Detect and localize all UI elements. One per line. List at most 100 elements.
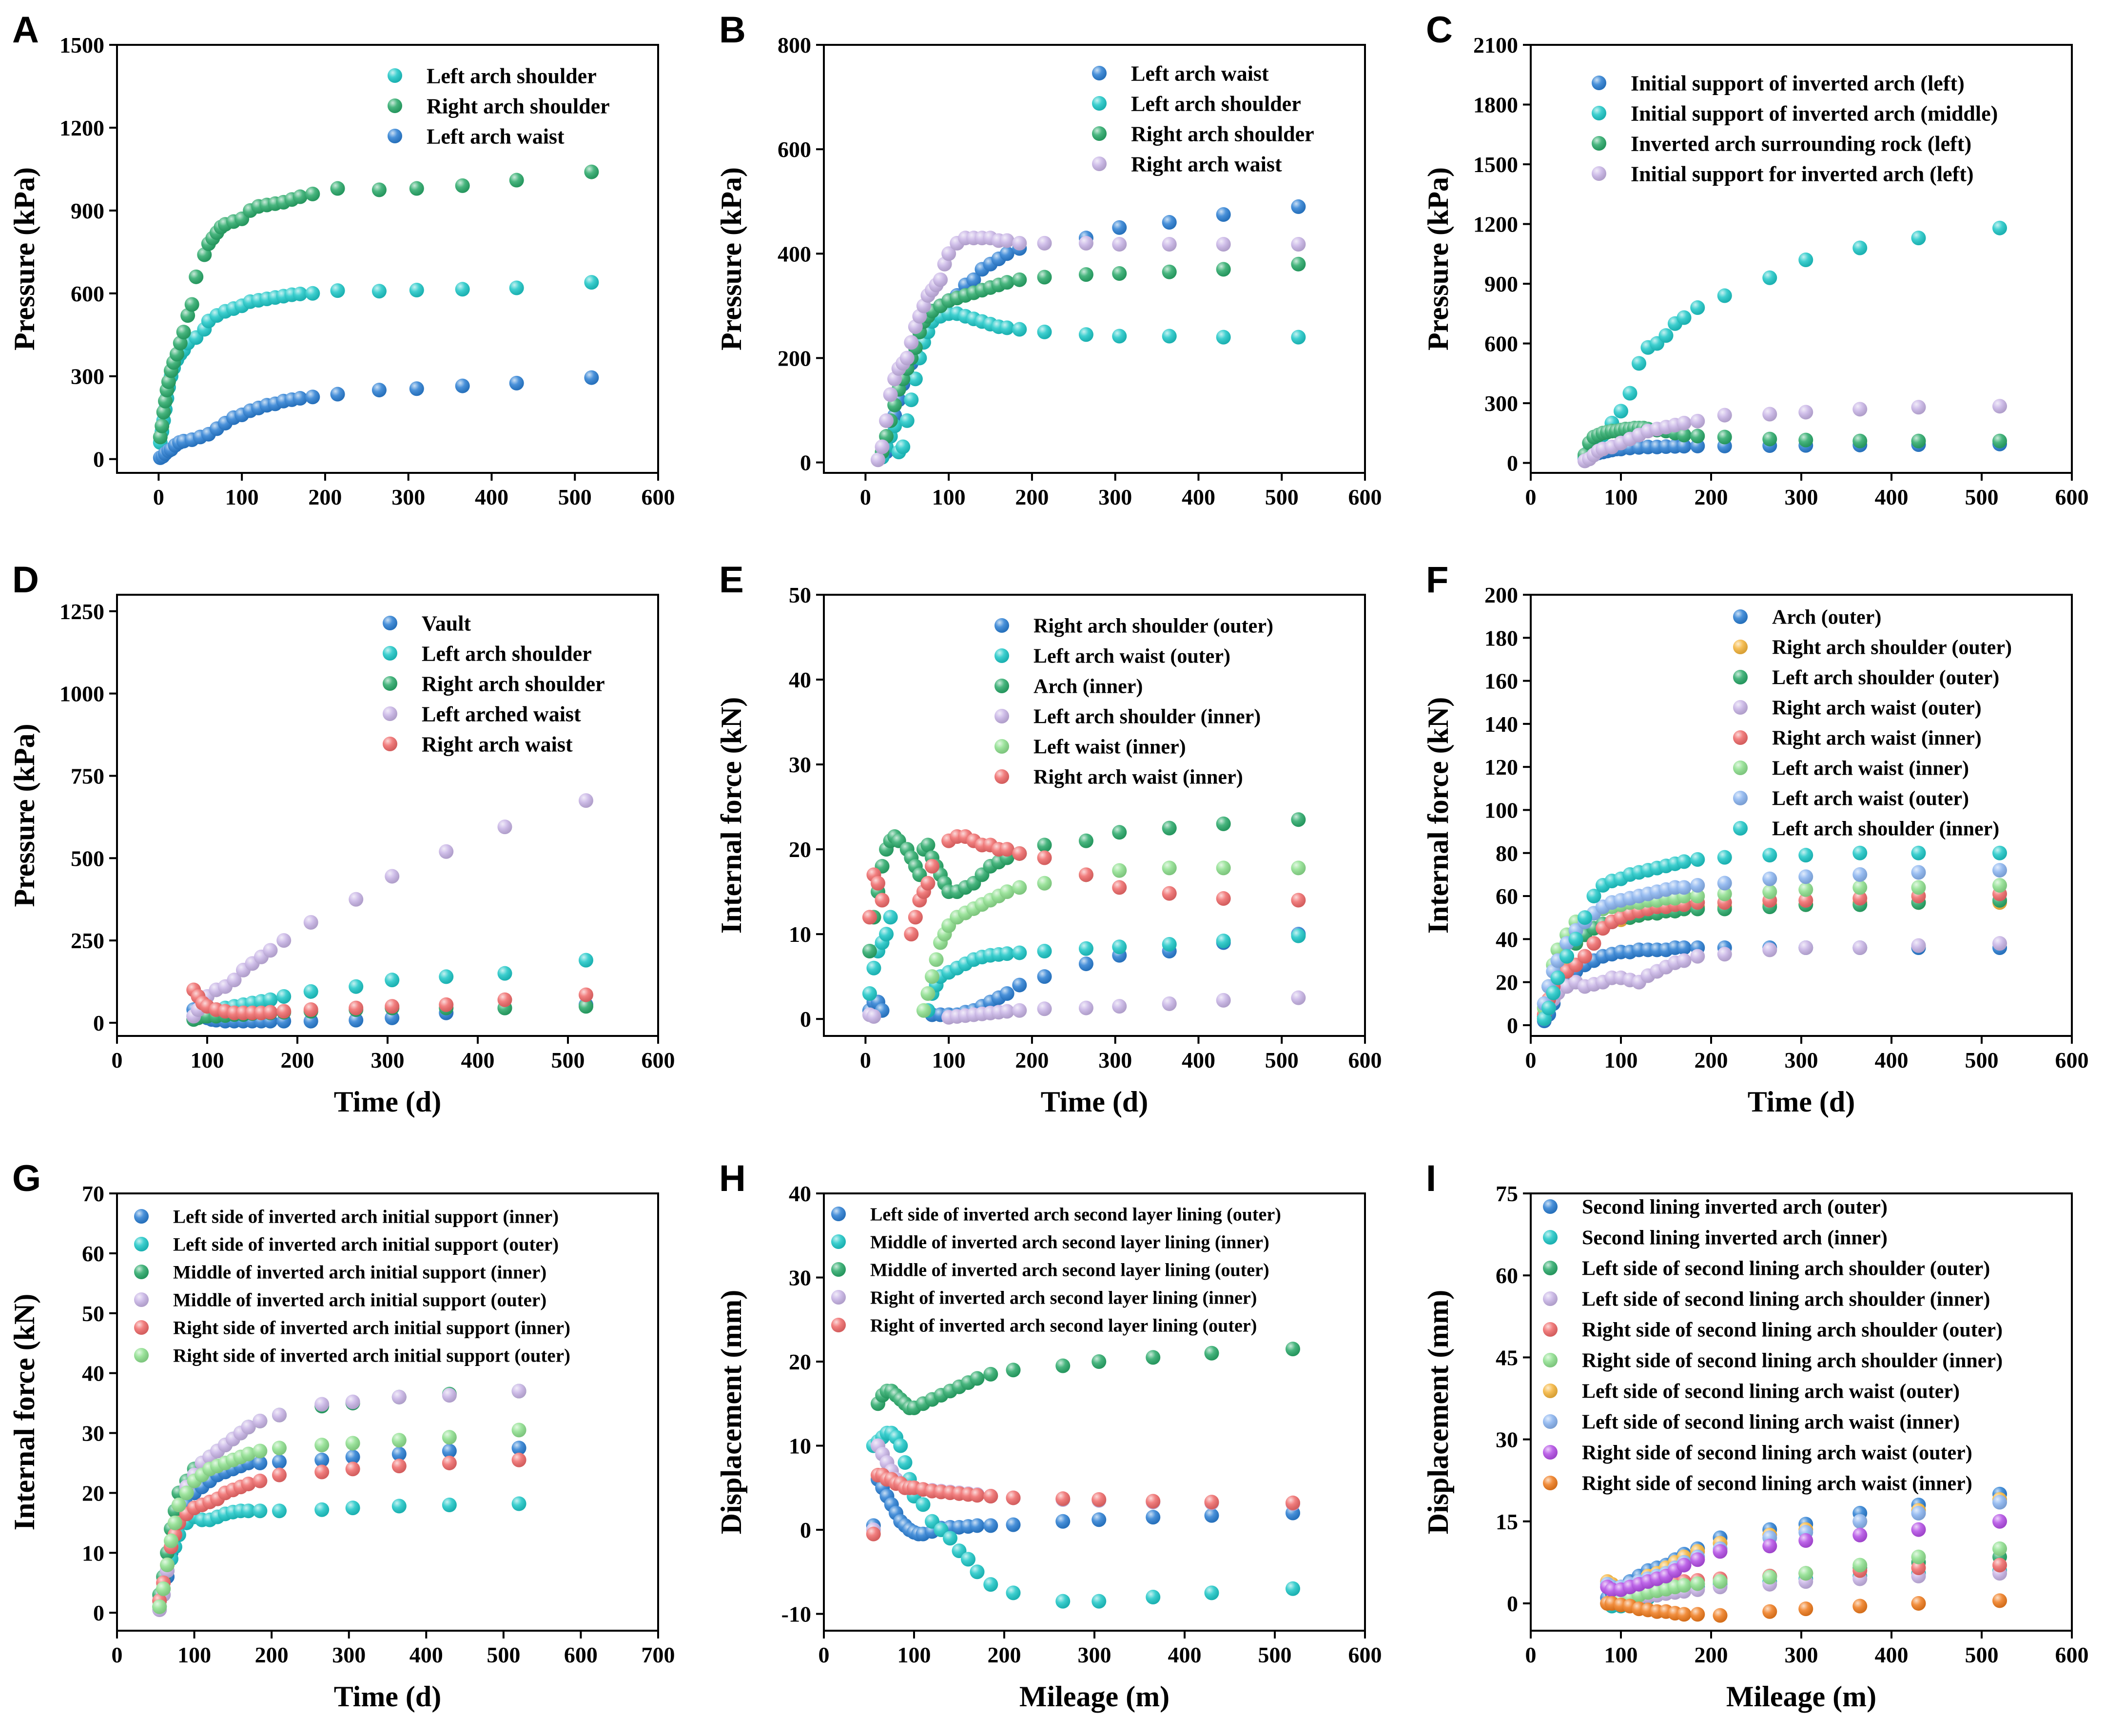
data-point-shine bbox=[866, 960, 881, 975]
data-point-shine bbox=[1713, 1608, 1728, 1623]
data-point-shine bbox=[1690, 852, 1705, 867]
legend: Second lining inverted arch (outer) Secon… bbox=[1543, 1196, 2003, 1495]
data-point-shine bbox=[1012, 235, 1027, 251]
data-point-shine bbox=[442, 1443, 457, 1459]
series-points bbox=[1600, 1514, 2007, 1597]
data-point-shine bbox=[893, 1438, 908, 1453]
data-point-shine bbox=[1162, 264, 1177, 279]
data-point-shine bbox=[1762, 942, 1777, 957]
panel-letter: H bbox=[719, 1158, 746, 1199]
data-point-shine bbox=[1078, 867, 1093, 882]
data-point-shine bbox=[1992, 1593, 2007, 1608]
x-tick-label: 400 bbox=[1875, 485, 1909, 509]
legend-marker-shine bbox=[994, 709, 1009, 723]
data-point-shine bbox=[966, 272, 981, 287]
legend-marker-shine bbox=[1592, 106, 1606, 120]
data-point-shine bbox=[1204, 1495, 1219, 1510]
data-point-shine bbox=[1204, 1585, 1219, 1600]
x-tick-label: 100 bbox=[932, 1048, 966, 1073]
data-point-shine bbox=[1162, 237, 1177, 252]
x-tick-label: 500 bbox=[558, 485, 592, 509]
data-point-shine bbox=[263, 1005, 278, 1020]
y-axis-label: Displacement (mm) bbox=[715, 1290, 747, 1535]
data-point-shine bbox=[314, 1397, 330, 1412]
y-tick-label: 60 bbox=[1496, 884, 1518, 909]
data-point-shine bbox=[169, 347, 184, 362]
data-point-shine bbox=[862, 943, 877, 958]
data-point-shine bbox=[862, 986, 877, 1001]
data-point-shine bbox=[155, 418, 170, 433]
data-point-shine bbox=[970, 1518, 985, 1533]
data-point-shine bbox=[1012, 846, 1027, 861]
data-point-shine bbox=[1112, 863, 1127, 878]
series-points bbox=[153, 164, 599, 445]
data-point-shine bbox=[1798, 869, 1813, 884]
data-point-shine bbox=[871, 452, 885, 468]
data-point-shine bbox=[1037, 235, 1052, 251]
legend-entry: Middle of inverted arch initial support … bbox=[173, 1290, 546, 1311]
data-point-shine bbox=[330, 283, 345, 298]
data-point-shine bbox=[1091, 1492, 1107, 1507]
legend-entry: Right arch shoulder (outer) bbox=[1033, 615, 1273, 638]
data-point-shine bbox=[999, 233, 1014, 248]
data-point-shine bbox=[883, 910, 898, 925]
data-point-shine bbox=[1286, 1581, 1300, 1596]
data-point-shine bbox=[305, 390, 320, 405]
chart-panel-c: C 0 100 200 300 400 500 600 0 300 600 900 1200 1500 18… bbox=[1422, 9, 2089, 509]
x-tick-label: 300 bbox=[1785, 1048, 1818, 1073]
data-point-shine bbox=[1676, 1578, 1692, 1593]
y-tick-label: 0 bbox=[93, 447, 104, 472]
data-point-shine bbox=[1852, 845, 1868, 860]
y-tick-label: 200 bbox=[778, 346, 811, 371]
data-point-shine bbox=[904, 392, 919, 408]
chart-panel-d: D 0 100 200 300 400 500 600 0 250 500 750 1000 1250 Pr… bbox=[8, 559, 675, 1118]
data-point-shine bbox=[1291, 330, 1306, 345]
data-point-shine bbox=[276, 933, 292, 948]
series-points bbox=[186, 793, 593, 1024]
y-tick-label: 80 bbox=[1496, 841, 1518, 866]
legend-marker-shine bbox=[134, 1209, 149, 1224]
legend-marker-shine bbox=[1543, 1230, 1558, 1245]
data-point-shine bbox=[1852, 891, 1868, 906]
legend-marker-shine bbox=[134, 1292, 149, 1307]
y-axis-label: Pressure (kPa) bbox=[8, 167, 40, 351]
series-points bbox=[1600, 1593, 2007, 1623]
data-point-shine bbox=[899, 413, 915, 428]
x-tick-label: 300 bbox=[1785, 1642, 1818, 1667]
legend-marker-shine bbox=[1543, 1199, 1558, 1214]
y-tick-label: 300 bbox=[1484, 391, 1518, 416]
y-axis-label: Internal force (kN) bbox=[8, 1294, 40, 1530]
legend-marker-shine bbox=[383, 706, 397, 721]
y-tick-label: 1500 bbox=[1473, 152, 1518, 177]
legend-entry: Left arch waist bbox=[427, 124, 565, 148]
panel-letter: D bbox=[12, 559, 39, 601]
data-point-shine bbox=[439, 997, 454, 1012]
data-point-shine bbox=[509, 375, 524, 390]
x-tick-label: 200 bbox=[281, 1048, 314, 1073]
y-tick-label: 20 bbox=[82, 1481, 104, 1505]
legend-marker-shine bbox=[831, 1318, 846, 1332]
data-point-shine bbox=[345, 1501, 360, 1516]
data-point-shine bbox=[1911, 1505, 1926, 1521]
data-point-shine bbox=[1162, 937, 1177, 952]
data-point-shine bbox=[908, 371, 923, 387]
data-point-shine bbox=[330, 387, 345, 402]
data-point-shine bbox=[1091, 1594, 1107, 1609]
y-tick-label: 40 bbox=[1496, 927, 1518, 952]
data-point-shine bbox=[925, 969, 939, 984]
data-point-shine bbox=[314, 1502, 330, 1517]
legend: Arch (outer) Right arch shoulder (outer) L… bbox=[1733, 606, 2012, 840]
y-tick-label: 120 bbox=[1484, 755, 1518, 780]
y-tick-label: 20 bbox=[1496, 970, 1518, 995]
y-tick-label: 0 bbox=[1507, 1013, 1518, 1038]
x-tick-label: 200 bbox=[1695, 485, 1728, 509]
data-point-shine bbox=[1713, 1544, 1728, 1559]
data-point-shine bbox=[943, 1531, 957, 1546]
data-point-shine bbox=[1037, 270, 1052, 285]
data-point-shine bbox=[1037, 1001, 1052, 1016]
data-point-shine bbox=[314, 1438, 330, 1453]
data-point-shine bbox=[1690, 889, 1705, 904]
legend-marker-shine bbox=[1733, 640, 1748, 654]
data-point-shine bbox=[160, 1557, 175, 1572]
data-point-shine bbox=[1690, 300, 1705, 315]
